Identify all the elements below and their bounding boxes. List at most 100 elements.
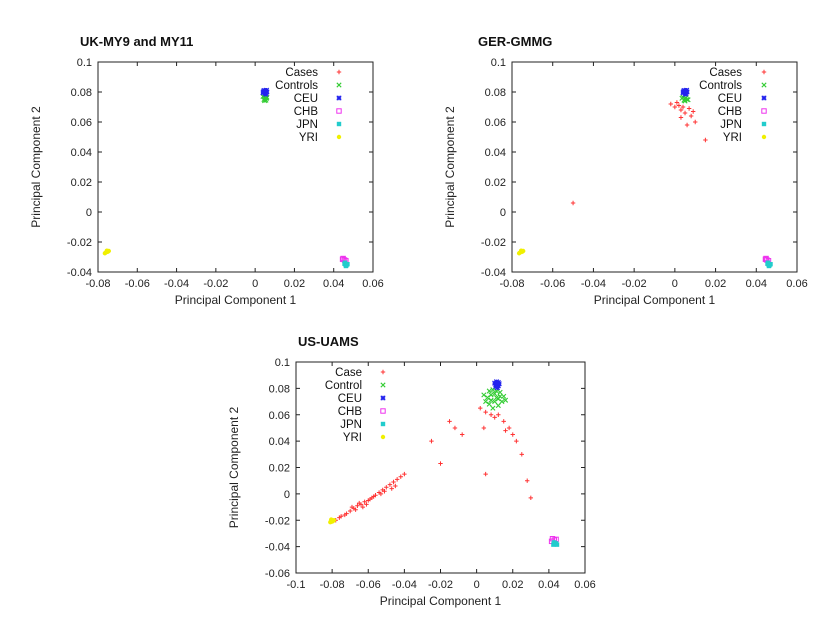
x-tick-label: -0.04	[164, 278, 189, 290]
data-point	[554, 542, 560, 547]
legend-marker	[380, 408, 386, 414]
data-point	[678, 115, 684, 120]
data-point	[343, 263, 349, 269]
y-tick-label: 0.04	[485, 147, 506, 159]
y-tick-label: 0.02	[269, 463, 290, 475]
data-point	[684, 87, 690, 93]
legend-marker	[761, 69, 767, 75]
legend-label: CHB	[294, 106, 319, 118]
y-tick-label: 0.06	[269, 410, 290, 422]
y-tick-label: 0.06	[71, 117, 92, 129]
y-tick-label: 0	[86, 207, 92, 219]
y-tick-label: 0	[284, 489, 290, 501]
y-tick-label: -0.02	[265, 515, 290, 527]
data-point	[263, 95, 270, 101]
data-point	[483, 409, 488, 415]
legend-marker	[761, 134, 767, 140]
data-point	[496, 412, 501, 417]
data-point	[364, 502, 369, 507]
series-ceu	[680, 87, 690, 97]
data-point	[488, 412, 494, 417]
legend-label: CHB	[718, 106, 743, 118]
data-point	[682, 91, 688, 97]
x-tick-label: -0.06	[540, 278, 565, 290]
legend-label: CHB	[338, 406, 363, 418]
data-point	[329, 517, 334, 522]
data-point	[510, 432, 515, 437]
legend-label: Control	[325, 380, 362, 392]
legend-marker	[380, 395, 386, 401]
legend-marker	[761, 121, 767, 127]
x-tick-label: 0.04	[538, 579, 559, 591]
y-tick-label: -0.04	[481, 267, 506, 279]
data-point	[484, 395, 491, 401]
data-point	[693, 119, 698, 125]
legend-marker	[761, 82, 767, 88]
data-point	[378, 491, 384, 497]
data-point	[551, 540, 557, 545]
data-point	[488, 397, 494, 403]
x-tick-label: 0	[672, 278, 678, 290]
series-controls	[260, 93, 270, 104]
data-point	[391, 479, 396, 485]
x-axis-label: Principal Component 1	[175, 293, 297, 307]
legend-label: JPN	[340, 419, 362, 431]
data-point	[349, 504, 355, 510]
legend-marker	[380, 421, 386, 427]
x-axis-label: Principal Component 1	[380, 594, 502, 608]
y-tick-label: 0.02	[71, 177, 92, 189]
data-point	[503, 428, 508, 433]
data-point	[493, 395, 500, 401]
data-point	[483, 398, 489, 405]
y-tick-label: -0.04	[67, 267, 92, 279]
series-ceu	[260, 87, 270, 97]
data-point	[371, 494, 376, 499]
data-point	[263, 87, 270, 93]
data-point	[514, 438, 519, 444]
y-tick-label: 0.1	[491, 57, 506, 69]
data-point	[492, 415, 497, 420]
data-point	[481, 425, 487, 431]
legend-label: CEU	[338, 393, 362, 405]
data-point	[438, 461, 443, 466]
series-yri	[102, 248, 112, 256]
data-point	[499, 398, 505, 405]
data-point	[495, 402, 501, 409]
legend-label: YRI	[723, 132, 742, 144]
data-point	[393, 483, 398, 489]
data-point	[486, 388, 492, 394]
data-point	[703, 137, 708, 143]
data-point	[486, 401, 492, 407]
data-point	[398, 474, 403, 479]
y-tick-label: 0.04	[269, 436, 290, 448]
panel-title: GER-GMMG	[478, 34, 552, 49]
data-point	[668, 101, 673, 107]
scatter-panel-2: GER-GMMG -0.08 -0.06 -0.04 -0.02 0 0.02 0.04 0.0…	[443, 34, 808, 307]
x-tick-label: -0.02	[428, 579, 453, 591]
data-point	[506, 425, 512, 431]
data-point	[502, 397, 509, 403]
x-tick-label: -0.06	[125, 278, 150, 290]
x-tick-label: 0.06	[786, 278, 807, 290]
data-point	[447, 419, 452, 424]
data-point	[685, 97, 691, 103]
legend-marker	[380, 369, 386, 375]
x-tick-label: -0.02	[622, 278, 647, 290]
data-point	[337, 515, 342, 520]
data-point	[360, 504, 366, 510]
series-jpn	[342, 260, 350, 269]
data-point	[766, 263, 772, 269]
x-tick-label: -0.06	[356, 579, 381, 591]
legend-label: JPN	[720, 119, 742, 131]
legend-marker	[380, 434, 386, 440]
x-tick-label: -0.02	[203, 278, 228, 290]
x-tick-label: 0	[252, 278, 258, 290]
series-jpn	[551, 540, 560, 547]
data-point	[684, 122, 690, 128]
data-point	[355, 503, 360, 508]
data-point	[382, 489, 387, 494]
legend-marker	[336, 69, 342, 75]
data-point	[679, 95, 685, 101]
